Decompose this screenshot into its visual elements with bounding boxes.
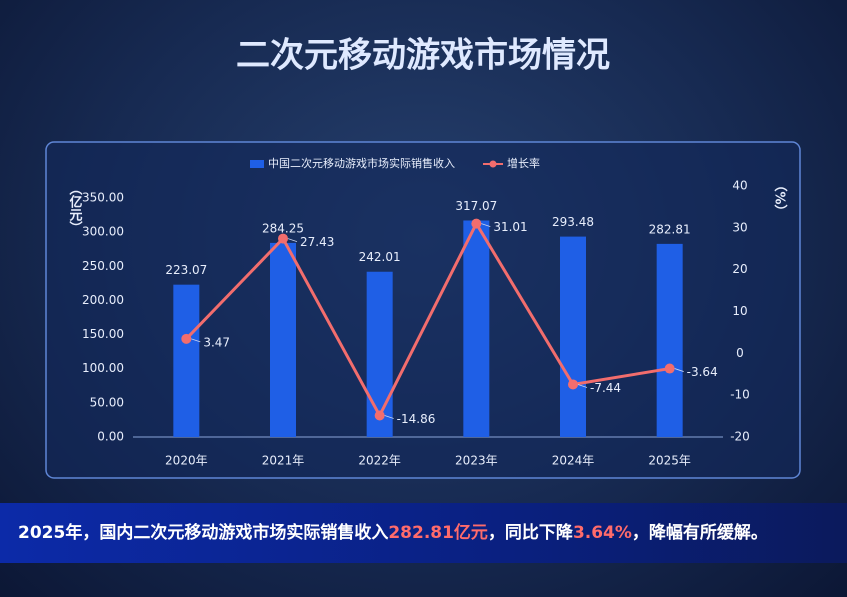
y-tick-label: 100.00 bbox=[82, 361, 124, 375]
legend-swatch bbox=[489, 160, 497, 168]
bar bbox=[560, 236, 586, 437]
x-tick-label: 2023年 bbox=[455, 454, 498, 468]
legend-swatch bbox=[250, 160, 264, 168]
y-tick-label: 200.00 bbox=[82, 293, 124, 307]
legend-label: 增长率 bbox=[507, 156, 540, 170]
y-axis-label: （亿元） bbox=[67, 182, 84, 234]
bar-value-label: 223.07 bbox=[165, 263, 207, 277]
summary-text: ，同比下降 bbox=[487, 523, 573, 543]
bar-value-label: 242.01 bbox=[359, 250, 401, 264]
chart-panel bbox=[45, 141, 801, 479]
summary-text: 3.64% bbox=[572, 523, 632, 543]
bar-value-label: 284.25 bbox=[262, 221, 304, 235]
y2-tick-label: -10 bbox=[730, 388, 750, 402]
y2-tick-label: 30 bbox=[732, 220, 747, 234]
x-tick-label: 2022年 bbox=[358, 454, 401, 468]
line bbox=[185, 220, 670, 419]
y-tick-label: 250.00 bbox=[82, 259, 124, 273]
line-value-label: -3.64 bbox=[687, 365, 718, 379]
line-value-label: 27.43 bbox=[300, 235, 334, 249]
line-point bbox=[664, 363, 675, 374]
label-leader bbox=[577, 384, 588, 388]
y2-tick-label: 20 bbox=[732, 262, 747, 276]
y-tick-label: 0.00 bbox=[97, 430, 124, 444]
y-tick-label: 350.00 bbox=[82, 191, 124, 205]
y2-tick-label: -20 bbox=[730, 430, 750, 444]
label-leader bbox=[287, 238, 298, 242]
bar-value-label: 293.48 bbox=[552, 215, 594, 229]
label-leader bbox=[384, 415, 394, 419]
y2-tick-label: 0 bbox=[736, 346, 744, 360]
line-value-label: 3.47 bbox=[203, 335, 230, 349]
bar bbox=[656, 243, 683, 437]
bar-value-label: 282.81 bbox=[649, 222, 691, 236]
x-tick-label: 2020年 bbox=[165, 454, 208, 468]
line-point bbox=[568, 379, 578, 390]
legend-label: 中国二次元移动游戏市场实际销售收入 bbox=[268, 156, 455, 170]
y2-tick-label: 10 bbox=[732, 304, 747, 318]
bar bbox=[173, 284, 200, 437]
line-value-label: 31.01 bbox=[493, 220, 527, 234]
line-point bbox=[471, 218, 482, 229]
y-tick-label: 150.00 bbox=[82, 327, 124, 341]
summary-text: 2025年，国内二次元移动游戏市场实际销售收入 bbox=[18, 523, 389, 543]
label-leader bbox=[481, 223, 491, 227]
bar bbox=[270, 242, 296, 437]
bar bbox=[366, 271, 393, 437]
label-leader bbox=[674, 368, 684, 372]
bar-value-label: 317.07 bbox=[455, 199, 497, 213]
x-tick-label: 2024年 bbox=[552, 454, 595, 468]
x-tick-label: 2021年 bbox=[262, 454, 305, 468]
x-tick-label: 2025年 bbox=[648, 454, 691, 468]
chart: 二次元移动游戏市场情况 0.00 50.00 100.00 150.00 200.00 2… bbox=[45, 36, 801, 479]
line-value-label: -7.44 bbox=[590, 381, 621, 395]
bar bbox=[463, 220, 490, 437]
line-point bbox=[374, 410, 385, 421]
line-point bbox=[278, 233, 288, 244]
line-value-label: -14.86 bbox=[397, 412, 436, 426]
label-leader bbox=[191, 338, 201, 343]
line-point bbox=[181, 333, 192, 344]
y2-tick-label: 40 bbox=[732, 179, 747, 193]
summary-text: ，降幅有所缓解。 bbox=[631, 523, 768, 543]
y-tick-label: 50.00 bbox=[90, 395, 124, 409]
summary: 2025年，国内二次元移动游戏市场实际销售收入282.81亿元，同比下降3.64… bbox=[0, 503, 847, 563]
chart-title: 二次元移动游戏市场情况 bbox=[236, 36, 610, 76]
y2-axis-label: （%） bbox=[772, 178, 789, 217]
y-tick-label: 300.00 bbox=[82, 225, 124, 239]
summary-text: 282.81亿元 bbox=[388, 523, 488, 543]
